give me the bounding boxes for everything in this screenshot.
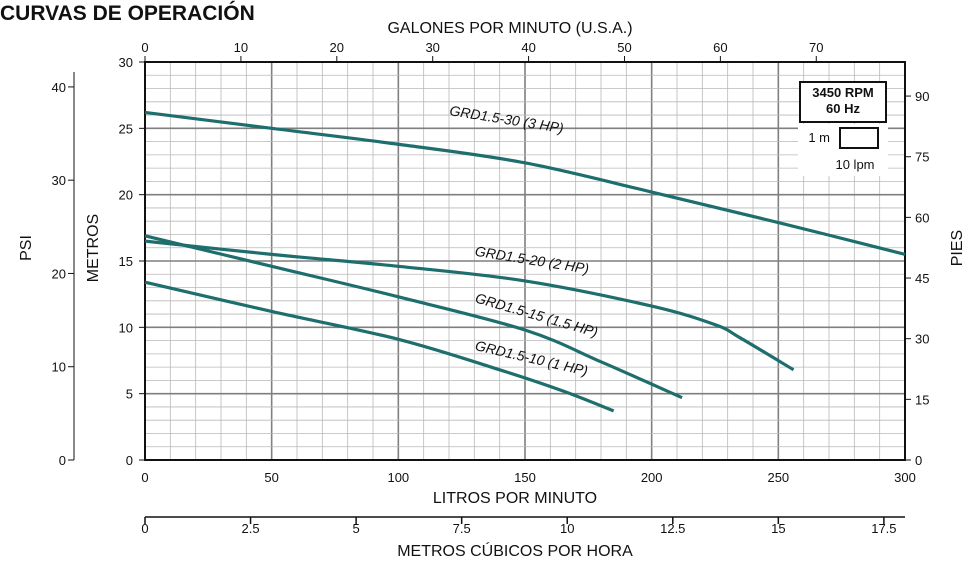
x2-tick-label: 20: [330, 40, 344, 55]
x2-tick-label: 60: [713, 40, 727, 55]
x2-tick-label: 50: [617, 40, 631, 55]
legend-box: [799, 81, 887, 123]
psi-tick-label: 10: [52, 360, 66, 375]
x3-axis-title: METROS CÚBICOS POR HORA: [397, 541, 633, 560]
pies-tick-label: 45: [915, 271, 929, 286]
pies-tick-label: 30: [915, 332, 929, 347]
psi-tick-label: 20: [52, 266, 66, 281]
y-tick-label: 30: [119, 55, 133, 70]
x-axis-title: LITROS POR MINUTO: [433, 490, 597, 507]
x2-tick-label: 10: [234, 40, 248, 55]
x-tick-label: 300: [894, 470, 916, 485]
series-line: [144, 239, 795, 372]
x3-tick-label: 12.5: [660, 521, 685, 536]
y-tick-label: 25: [119, 121, 133, 136]
x3-tick-label: 17.5: [871, 521, 896, 536]
psi-tick-label: 30: [52, 173, 66, 188]
scale-key-cell: [839, 127, 879, 149]
x-tick-label: 50: [264, 470, 278, 485]
legend-hz: 60 Hz: [826, 101, 860, 116]
y-tick-label: 0: [126, 453, 133, 468]
x2-tick-label: 40: [521, 40, 535, 55]
psi-axis-title: PSI: [18, 235, 35, 261]
pies-tick-label: 90: [915, 89, 929, 104]
series-line: [144, 234, 683, 400]
x-tick-label: 100: [387, 470, 409, 485]
y-tick-label: 10: [119, 320, 133, 335]
y-tick-label: 5: [126, 387, 133, 402]
x3-tick-label: 7.5: [453, 521, 471, 536]
y-tick-label: 15: [119, 254, 133, 269]
x2-tick-label: 0: [141, 40, 148, 55]
x2-axis-title: GALONES POR MINUTO (U.S.A.): [387, 20, 632, 37]
x3-tick-label: 0: [141, 521, 148, 536]
chart-curves: [144, 110, 906, 413]
psi-tick-label: 0: [59, 453, 66, 468]
x2-tick-label: 30: [425, 40, 439, 55]
scale-key-vertical: 1 m: [808, 130, 830, 145]
pies-tick-label: 15: [915, 392, 929, 407]
legend-rpm: 3450 RPM: [812, 85, 873, 100]
series-label: GRD1.5-30 (3 HP): [449, 102, 565, 136]
x3-tick-label: 10: [560, 521, 574, 536]
chart-labels: GRD1.5-30 (3 HP)GRD1.5-20 (2 HP)GRD1.5-1…: [449, 102, 600, 378]
x-tick-label: 250: [767, 470, 789, 485]
x3-tick-label: 5: [352, 521, 359, 536]
x-tick-label: 200: [641, 470, 663, 485]
psi-tick-label: 40: [52, 80, 66, 95]
y-tick-label: 20: [119, 188, 133, 203]
series-label: GRD1.5-10 (1 HP): [474, 337, 590, 378]
scale-key-horizontal: 10 lpm: [835, 157, 874, 172]
pies-tick-label: 75: [915, 150, 929, 165]
pies-tick-label: 60: [915, 210, 929, 225]
chart-title: CURVAS DE OPERACIÓN: [0, 1, 255, 25]
series-line: [144, 280, 615, 413]
pies-axis-title: PIES: [949, 230, 966, 266]
y-axis-title: METROS: [85, 214, 102, 282]
x3-tick-label: 2.5: [242, 521, 260, 536]
pies-tick-label: 0: [915, 453, 922, 468]
series-line: [144, 110, 906, 256]
x-tick-label: 0: [141, 470, 148, 485]
x2-tick-label: 70: [809, 40, 823, 55]
x-tick-label: 150: [514, 470, 536, 485]
x3-tick-label: 15: [771, 521, 785, 536]
